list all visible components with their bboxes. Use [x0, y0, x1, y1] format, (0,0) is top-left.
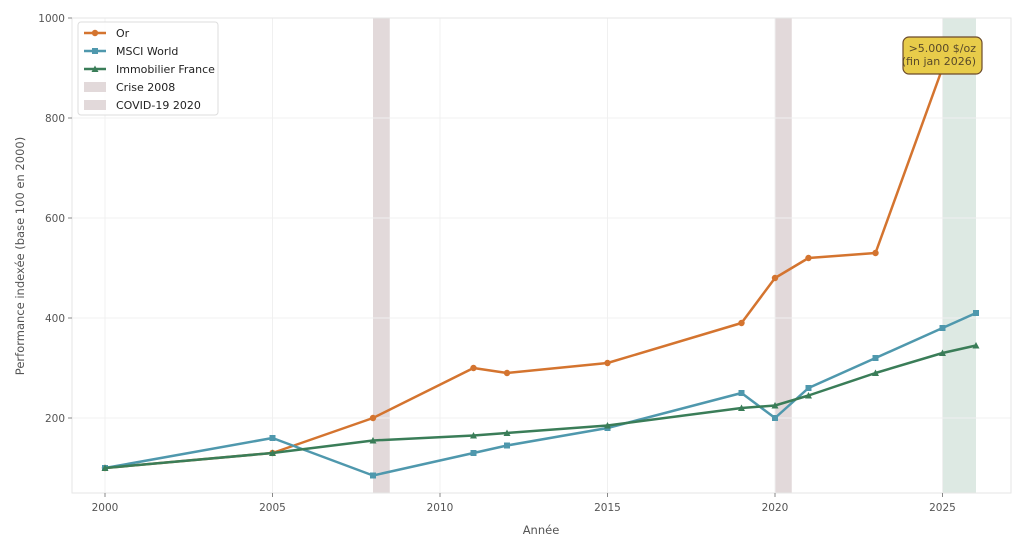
- x-tick-label: 2020: [762, 502, 789, 514]
- y-tick-label: 200: [45, 413, 65, 425]
- x-axis-label: Année: [523, 523, 560, 537]
- legend-item: Crise 2008: [84, 81, 175, 94]
- y-tick-label: 800: [45, 113, 65, 125]
- x-tick-label: 2010: [427, 502, 454, 514]
- x-tick-label: 2025: [929, 502, 956, 514]
- legend-label: Crise 2008: [116, 81, 175, 94]
- legend-item: COVID-19 2020: [84, 99, 201, 112]
- annotation-box: [902, 36, 983, 75]
- series-msci-world: [102, 310, 979, 479]
- legend-item: Immobilier France: [84, 63, 215, 76]
- legend: Or MSCI World Immobilier France Crise 2008 C…: [77, 21, 219, 116]
- legend-label: MSCI World: [116, 45, 178, 58]
- annotation-text: (fin jan 2026): [902, 55, 976, 68]
- x-tick-label: 2000: [92, 502, 119, 514]
- x-tick-label: 2015: [594, 502, 621, 514]
- y-tick-label: 600: [45, 213, 65, 225]
- shaded-region: [373, 18, 390, 493]
- series-or: [101, 64, 946, 472]
- y-axis-label: Performance indexée (base 100 en 2000): [13, 137, 27, 375]
- legend-label: Or: [116, 27, 130, 40]
- legend-label: COVID-19 2020: [116, 99, 201, 112]
- shaded-region: [942, 18, 976, 493]
- shaded-regions: [373, 18, 976, 493]
- series-immobilier-france: [101, 342, 980, 471]
- y-tick-label: 1000: [38, 13, 65, 25]
- legend-item: Or: [84, 27, 130, 40]
- annotation-text: >5.000 $/oz: [909, 42, 977, 55]
- y-tick-label: 400: [45, 313, 65, 325]
- legend-label: Immobilier France: [116, 63, 215, 76]
- axes: 2000 2005 2010 2015 2020 2025 200 400 600 800 1000: [38, 13, 1012, 514]
- series-lines: [101, 64, 980, 479]
- annotation: >5.000 $/oz(fin jan 2026): [902, 36, 983, 75]
- shaded-region: [775, 18, 792, 493]
- x-tick-label: 2005: [259, 502, 286, 514]
- legend-item: MSCI World: [84, 45, 178, 58]
